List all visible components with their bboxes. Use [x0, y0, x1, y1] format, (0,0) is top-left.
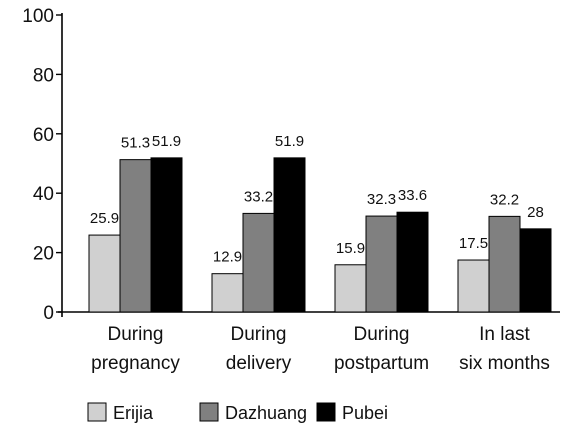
data-label: 51.9: [275, 133, 304, 150]
x-category-label: six months: [459, 353, 550, 374]
data-label: 51.9: [152, 133, 181, 150]
legend: Erijia Dazhuang Pubei: [87, 402, 388, 423]
y-tick-label: 0: [43, 303, 54, 324]
y-tick-label: 40: [33, 184, 54, 205]
legend-label-erijia: Erijia: [113, 403, 154, 423]
data-label: 32.3: [367, 191, 396, 208]
data-label: 12.9: [213, 249, 242, 266]
bar-erijia: [457, 259, 490, 313]
bar-dazhuang: [119, 159, 152, 313]
data-label: 32.2: [490, 191, 519, 208]
x-category-label: postpartum: [334, 353, 429, 374]
x-category-label: During: [231, 324, 287, 345]
data-label: 17.5: [459, 235, 488, 252]
y-tick-label: 80: [33, 65, 54, 86]
bar-pubei: [396, 211, 429, 313]
bar-erijia: [211, 273, 244, 313]
data-label: 28: [527, 204, 544, 221]
bar-pubei: [150, 157, 183, 313]
x-category-label: pregnancy: [91, 353, 180, 374]
bar-pubei: [519, 228, 552, 313]
legend-swatch-pubei: [316, 402, 336, 422]
data-label: 15.9: [336, 240, 365, 257]
data-label: 25.9: [90, 210, 119, 227]
bar-dazhuang: [242, 212, 275, 313]
data-label: 33.6: [398, 187, 427, 204]
x-category-label: delivery: [226, 353, 292, 374]
x-category-label: During: [354, 324, 410, 345]
legend-swatch-erijia: [87, 402, 107, 422]
legend-label-dazhuang: Dazhuang: [225, 403, 307, 423]
y-tick-label: 60: [33, 125, 54, 146]
bar-erijia: [334, 264, 367, 313]
legend-label-pubei: Pubei: [342, 403, 388, 423]
data-label: 33.2: [244, 188, 273, 205]
bar-erijia: [88, 234, 121, 313]
data-label: 51.3: [121, 135, 150, 152]
x-category-label: In last: [479, 324, 530, 345]
y-tick-label: 100: [22, 6, 54, 27]
bar-dazhuang: [488, 215, 521, 313]
x-category-label: During: [108, 324, 164, 345]
y-tick-label: 20: [33, 244, 54, 265]
bar-pubei: [273, 157, 306, 313]
legend-swatch-dazhuang: [199, 402, 219, 422]
bar-dazhuang: [365, 215, 398, 313]
